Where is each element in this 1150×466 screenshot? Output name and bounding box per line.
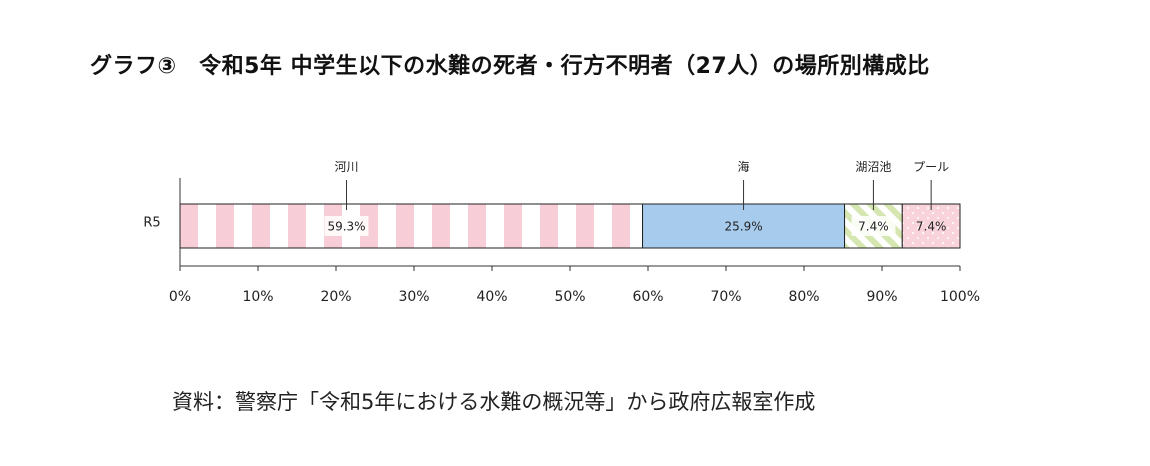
- x-tick-label-3: 30%: [398, 289, 429, 305]
- x-tick-label-4: 40%: [476, 289, 507, 305]
- chart-title: グラフ③ 令和5年 中学生以下の水難の死者・行方不明者（27人）の場所別構成比: [90, 54, 930, 79]
- series-label-4: プール: [913, 160, 949, 174]
- series-label-3: 湖沼池: [855, 159, 891, 174]
- x-tick-label-9: 90%: [866, 289, 897, 305]
- value-label-3: 7.4%: [858, 220, 889, 234]
- value-label-backing-3: [851, 216, 896, 236]
- x-tick-label-5: 50%: [554, 289, 585, 305]
- x-tick-label-6: 60%: [632, 289, 663, 305]
- value-label-4: 7.4%: [916, 220, 947, 234]
- value-label-1: 59.3%: [327, 220, 365, 234]
- series-label-1: 河川: [335, 160, 359, 174]
- bar-segment-1: [179, 203, 644, 249]
- x-tick-label-1: 10%: [242, 289, 273, 305]
- x-tick-label-7: 70%: [710, 289, 741, 305]
- x-tick-label-10: 100%: [940, 289, 980, 305]
- category-label: R5: [143, 216, 160, 231]
- value-label-backing-1: [324, 216, 369, 236]
- bar-segment-2: [642, 203, 846, 249]
- x-tick-label-0: 0%: [169, 289, 191, 305]
- value-label-2: 25.9%: [724, 220, 762, 234]
- x-tick-label-8: 80%: [788, 289, 819, 305]
- series-label-2: 海: [738, 159, 750, 174]
- source-note: 資料：警察庁「令和5年における水難の概況等」から政府広報室作成: [172, 390, 816, 414]
- x-tick-label-2: 20%: [320, 289, 351, 305]
